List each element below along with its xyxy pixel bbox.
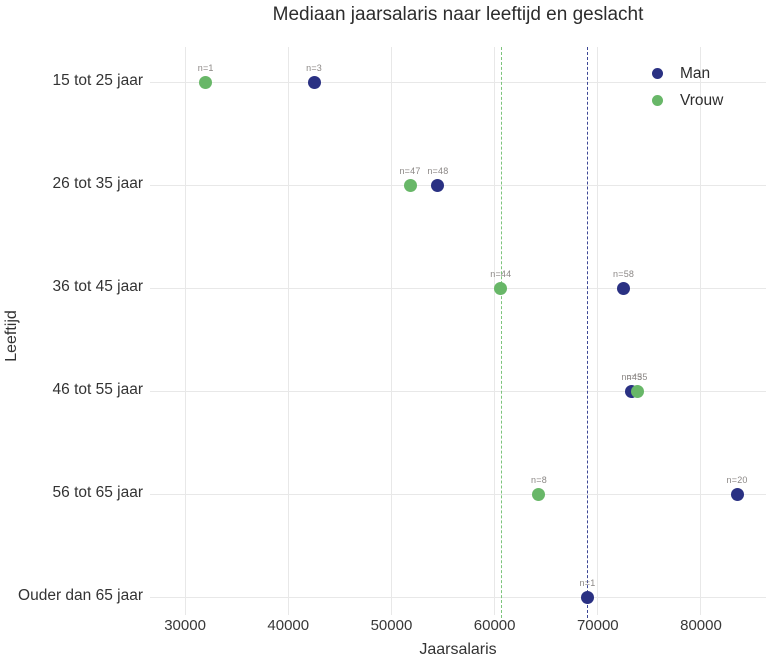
- y-category-label: Ouder dan 65 jaar: [18, 587, 143, 604]
- y-category-label: 26 tot 35 jaar: [52, 175, 143, 192]
- h-gridline: [150, 81, 766, 83]
- data-point-vrouw: [199, 75, 213, 89]
- data-point-vrouw: [403, 178, 417, 192]
- point-count-label: n=20: [726, 475, 748, 485]
- point-count-label: n=44: [490, 269, 512, 279]
- h-gridline: [150, 596, 766, 598]
- v-gridline: [700, 47, 702, 615]
- x-tick-label: 50000: [370, 617, 413, 634]
- legend-marker-vrouw-icon: [652, 95, 663, 106]
- point-count-label: n=1: [579, 578, 596, 588]
- data-point-man: [431, 178, 445, 192]
- x-axis-title: Jaarsalaris: [419, 641, 497, 658]
- median-line-mediaan-vrouw: [500, 47, 502, 618]
- legend-label-vrouw: Vrouw: [680, 91, 724, 109]
- data-point-vrouw: [532, 487, 546, 501]
- v-gridline: [390, 47, 392, 615]
- legend-item-man: Man: [652, 60, 723, 87]
- data-point-man: [730, 487, 744, 501]
- data-point-vrouw: [494, 281, 508, 295]
- x-tick-label: 60000: [473, 617, 516, 634]
- point-count-label: n=58: [613, 269, 635, 279]
- h-gridline: [150, 184, 766, 186]
- point-count-label: n=1: [197, 63, 214, 73]
- v-gridline: [494, 47, 496, 615]
- point-count-label: n=45: [621, 372, 643, 382]
- x-tick-label: 80000: [680, 617, 722, 634]
- chart-title: Mediaan jaarsalaris naar leeftijd en ges…: [272, 4, 644, 25]
- legend-label-man: Man: [680, 64, 711, 82]
- y-axis-title: Leeftijd: [3, 310, 20, 362]
- point-count-label: n=48: [427, 166, 449, 176]
- y-category-label: 36 tot 45 jaar: [52, 278, 143, 295]
- point-count-label: n=35: [626, 372, 648, 382]
- data-point-man: [580, 590, 594, 604]
- data-point-man: [617, 281, 631, 295]
- x-tick-label: 40000: [267, 617, 310, 634]
- x-tick-label: 30000: [164, 617, 206, 634]
- y-category-label: 15 tot 25 jaar: [52, 72, 143, 89]
- median-line-mediaan-man: [587, 47, 589, 618]
- v-gridline: [287, 47, 289, 615]
- point-count-label: n=3: [306, 63, 322, 73]
- data-point-man: [307, 75, 321, 89]
- h-gridline: [150, 287, 766, 289]
- v-gridline: [184, 47, 186, 615]
- legend-marker-man-icon: [652, 68, 663, 79]
- h-gridline: [150, 390, 766, 392]
- legend-item-vrouw: Vrouw: [652, 87, 723, 114]
- point-count-label: n=47: [399, 166, 421, 176]
- legend: Man Vrouw: [652, 60, 723, 114]
- y-category-label: 46 tot 55 jaar: [52, 381, 143, 398]
- data-point-vrouw: [630, 384, 644, 398]
- y-category-label: 56 tot 65 jaar: [52, 484, 143, 501]
- v-gridline: [597, 47, 599, 615]
- point-count-label: n=8: [531, 475, 547, 485]
- x-tick-label: 70000: [576, 617, 619, 634]
- h-gridline: [150, 493, 766, 495]
